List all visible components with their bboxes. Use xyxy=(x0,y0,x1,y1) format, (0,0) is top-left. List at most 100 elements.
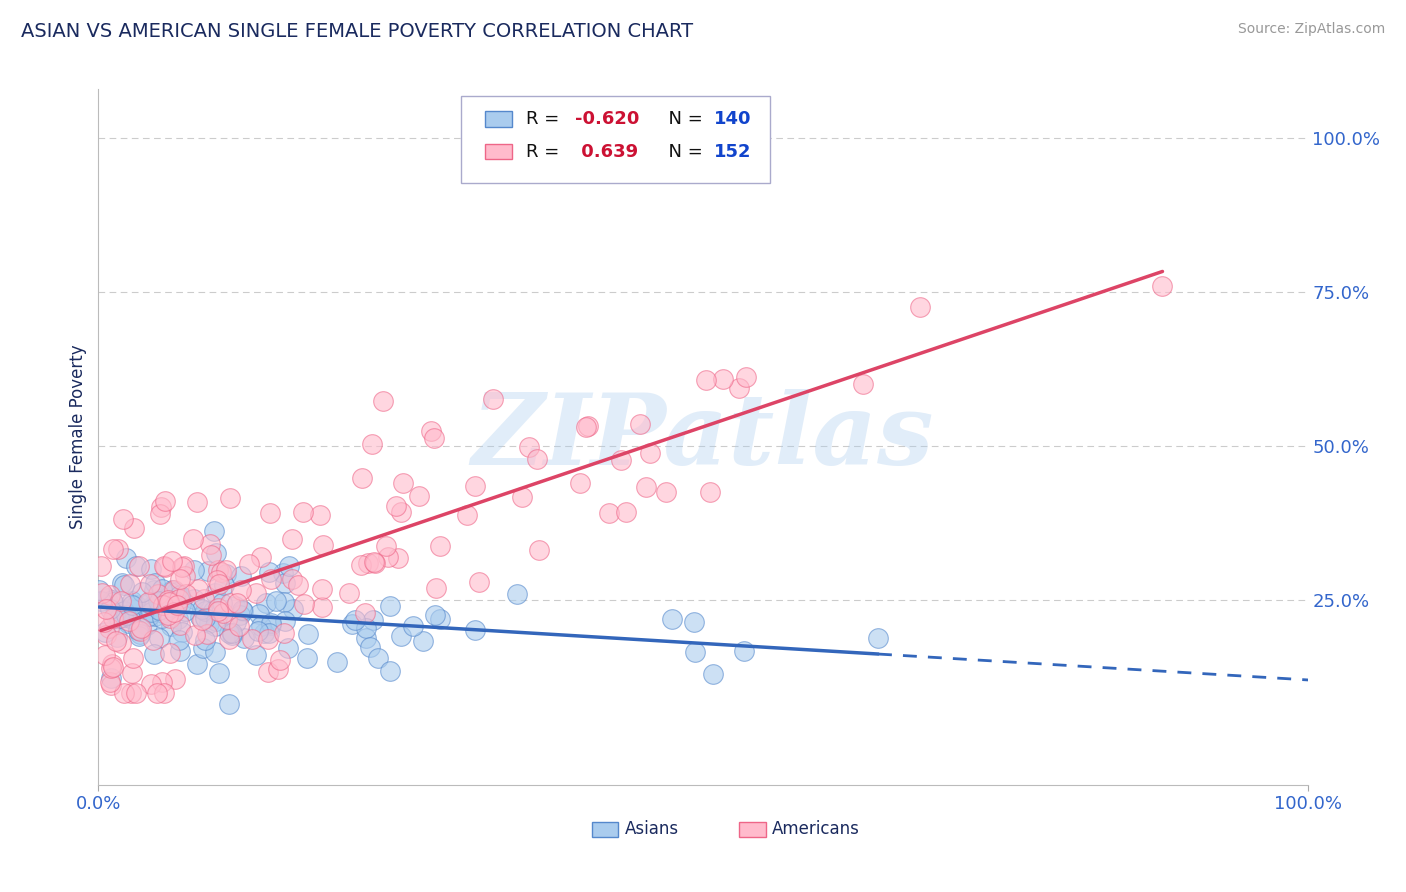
Point xyxy=(464,478,486,492)
Point xyxy=(628,417,651,431)
Point xyxy=(735,370,758,384)
Point xyxy=(609,452,631,467)
FancyBboxPatch shape xyxy=(485,145,512,160)
Point xyxy=(184,628,207,642)
Point xyxy=(202,524,225,539)
Point xyxy=(281,602,304,616)
Point xyxy=(350,471,373,485)
Text: 0.639: 0.639 xyxy=(575,143,638,161)
Point xyxy=(224,599,246,613)
Point xyxy=(517,440,540,454)
Point xyxy=(425,607,447,622)
Point xyxy=(378,664,401,678)
Point xyxy=(204,545,226,559)
Point xyxy=(94,601,117,615)
Point xyxy=(163,583,186,598)
Point xyxy=(695,373,717,387)
Point xyxy=(194,611,217,625)
Point xyxy=(423,431,446,445)
Point xyxy=(699,485,721,500)
Point xyxy=(195,626,218,640)
Text: Asians: Asians xyxy=(624,820,679,838)
Text: -0.620: -0.620 xyxy=(575,110,640,128)
Point xyxy=(197,564,219,578)
Point xyxy=(337,586,360,600)
Point xyxy=(360,437,382,451)
Point xyxy=(142,598,165,612)
Point xyxy=(359,640,381,654)
Point xyxy=(295,651,318,665)
Point xyxy=(211,606,233,620)
Point xyxy=(264,594,287,608)
Point xyxy=(112,604,135,618)
Point xyxy=(143,583,166,598)
Point xyxy=(157,595,180,609)
Point xyxy=(569,476,592,491)
Point xyxy=(153,558,176,573)
Point xyxy=(122,651,145,665)
Point xyxy=(463,623,485,637)
Text: R =: R = xyxy=(526,143,565,161)
Point xyxy=(98,588,121,602)
Point xyxy=(326,655,349,669)
Point xyxy=(105,630,128,644)
Point xyxy=(215,566,238,581)
Point xyxy=(367,650,389,665)
Point xyxy=(148,587,170,601)
Point xyxy=(98,621,121,635)
Point xyxy=(162,554,184,568)
Point xyxy=(280,573,302,587)
Point xyxy=(253,626,276,640)
Text: Americans: Americans xyxy=(772,820,860,838)
Point xyxy=(107,541,129,556)
Point xyxy=(100,602,122,616)
Point xyxy=(260,617,283,632)
Point xyxy=(129,622,152,636)
Point xyxy=(157,600,180,615)
Point xyxy=(274,615,297,629)
Point xyxy=(139,577,162,591)
Point xyxy=(105,606,128,620)
Point xyxy=(259,626,281,640)
Point xyxy=(90,594,112,608)
Point xyxy=(200,549,222,563)
Point xyxy=(311,582,333,596)
Point xyxy=(246,624,269,639)
Point xyxy=(127,623,149,637)
Point xyxy=(101,593,124,607)
Point xyxy=(229,607,252,622)
Point xyxy=(240,632,263,647)
Point xyxy=(173,568,195,582)
Point xyxy=(114,607,136,622)
Point xyxy=(297,627,319,641)
Point xyxy=(183,592,205,607)
Point xyxy=(728,381,751,395)
Point xyxy=(575,420,598,434)
Point xyxy=(506,587,529,601)
Point xyxy=(191,602,214,616)
Point xyxy=(259,572,281,586)
Point xyxy=(389,629,412,643)
Point xyxy=(165,584,187,599)
Point xyxy=(218,632,240,646)
Point xyxy=(245,648,267,663)
Point xyxy=(152,591,174,605)
Point xyxy=(149,500,172,515)
Point xyxy=(733,644,755,658)
Point xyxy=(212,578,235,592)
Text: Source: ZipAtlas.com: Source: ZipAtlas.com xyxy=(1237,22,1385,37)
Point xyxy=(93,615,115,629)
Point xyxy=(271,566,294,580)
Point xyxy=(578,419,600,434)
Point xyxy=(148,594,170,608)
Point xyxy=(118,576,141,591)
Point xyxy=(278,559,301,574)
Point xyxy=(110,594,132,608)
Point xyxy=(187,582,209,596)
Point xyxy=(208,666,231,681)
Point xyxy=(117,616,139,631)
Point xyxy=(159,619,181,633)
Point xyxy=(852,377,875,392)
Point xyxy=(172,625,194,640)
Point xyxy=(160,594,183,608)
